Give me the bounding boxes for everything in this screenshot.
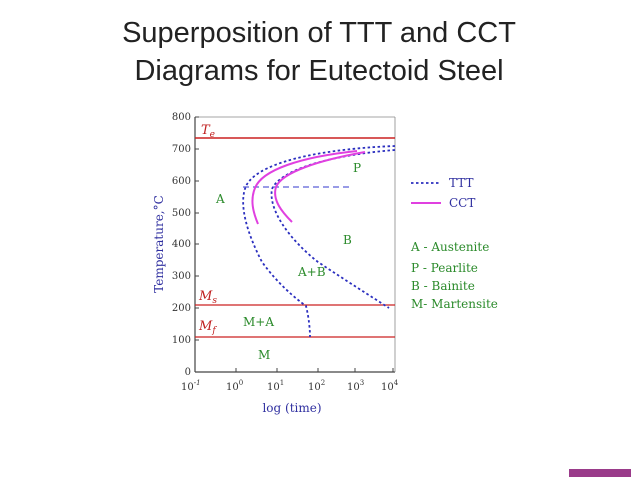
y-tick-0: 0: [185, 367, 199, 378]
y-tick-200: 200: [172, 303, 199, 314]
y-tick-500: 500: [172, 208, 199, 219]
y-tick-label: 400: [172, 239, 191, 250]
svg-text:100: 100: [226, 379, 243, 393]
mf-subscript: f: [211, 326, 217, 336]
mf-symbol: M: [198, 319, 213, 334]
y-axis-label: Temperature,°C: [152, 195, 166, 293]
region-a: A: [215, 192, 225, 206]
x-tick-1e-1: 10-1: [181, 368, 201, 393]
x-tick-base: 10: [181, 382, 194, 393]
svg-text:10-1: 10-1: [181, 379, 201, 393]
legend-cct-label: CCT: [449, 196, 475, 210]
phase-key: A - Austenite P - Pearlite B - Bainite M…: [410, 240, 498, 311]
ms-subscript: s: [212, 296, 217, 306]
svg-text:104: 104: [381, 379, 399, 393]
x-tick-exp: 4: [394, 379, 399, 387]
region-m: M: [258, 348, 270, 362]
x-tick-base: 10: [347, 382, 360, 393]
legend: TTT CCT: [411, 176, 475, 210]
svg-text:102: 102: [308, 379, 325, 393]
mf-label: Mf: [198, 319, 217, 336]
legend-ttt-label: TTT: [449, 176, 473, 190]
title-line-1: Superposition of TTT and CCT: [122, 17, 516, 49]
y-tick-100: 100: [172, 335, 199, 346]
x-tick-base: 10: [381, 382, 394, 393]
y-tick-800: 800: [172, 112, 199, 123]
x-tick-exp: -1: [194, 379, 201, 387]
key-austenite: A - Austenite: [410, 240, 489, 254]
key-martensite: M- Martensite: [411, 297, 498, 311]
key-pearlite: P - Pearlite: [411, 261, 478, 275]
svg-text:101: 101: [267, 379, 284, 393]
y-tick-label: 700: [172, 144, 191, 155]
slide-title: Superposition of TTT and CCT Diagrams fo…: [0, 14, 638, 90]
x-tick-base: 10: [267, 382, 280, 393]
region-m-plus-a: M+A: [243, 315, 274, 329]
region-p: P: [353, 161, 361, 175]
ttt-start-curve: [242, 145, 396, 338]
y-tick-label: 500: [172, 208, 191, 219]
y-tick-label: 100: [172, 335, 191, 346]
ms-label: Ms: [198, 289, 217, 306]
region-b: B: [343, 233, 352, 247]
region-a-plus-b: A+B: [297, 265, 326, 279]
cct-start-curve: [251, 150, 358, 225]
cct-finish-curve: [274, 151, 366, 223]
y-tick-700: 700: [172, 144, 199, 155]
x-tick-1e1: 101: [267, 368, 284, 393]
x-tick-1e0: 100: [226, 368, 243, 393]
key-bainite: B - Bainite: [411, 279, 475, 293]
y-tick-label: 600: [172, 176, 191, 187]
x-tick-base: 10: [226, 382, 239, 393]
y-tick-600: 600: [172, 176, 199, 187]
slide-accent-bar: [569, 469, 631, 477]
x-tick-exp: 1: [280, 379, 284, 387]
x-tick-exp: 0: [239, 379, 243, 387]
svg-text:103: 103: [347, 379, 364, 393]
x-tick-1e2: 102: [308, 368, 325, 393]
x-tick-1e3: 103: [347, 368, 364, 393]
te-subscript: e: [210, 130, 215, 140]
y-tick-label: 800: [172, 112, 191, 123]
y-tick-label: 300: [172, 271, 191, 282]
y-tick-label: 200: [172, 303, 191, 314]
ms-symbol: M: [198, 289, 213, 304]
x-tick-exp: 3: [360, 379, 364, 387]
x-tick-exp: 2: [321, 379, 325, 387]
x-tick-1e4: 104: [381, 368, 399, 393]
y-tick-400: 400: [172, 239, 199, 250]
te-label: Te: [201, 123, 215, 140]
y-tick-label: 0: [185, 367, 191, 378]
te-symbol: T: [201, 123, 211, 138]
y-tick-300: 300: [172, 271, 199, 282]
x-axis-label: log (time): [262, 401, 321, 415]
title-line-2: Diagrams for Eutectoid Steel: [134, 55, 504, 87]
x-tick-base: 10: [308, 382, 321, 393]
